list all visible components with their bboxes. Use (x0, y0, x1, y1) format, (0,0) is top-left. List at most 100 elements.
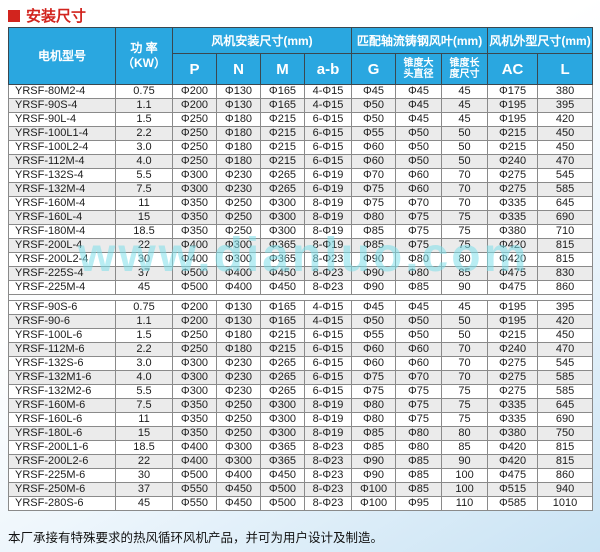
value-cell: 8-Φ19 (303, 210, 353, 225)
value-cell: 3.0 (115, 140, 173, 155)
value-cell: 420 (537, 112, 594, 127)
value-cell: 0.75 (115, 84, 173, 99)
motor-model-cell: YRSF-225S-4 (8, 266, 116, 281)
table-row: YRSF-225M-6 30 Φ500 Φ400 Φ450 8-Φ23 Φ90 Φ85 100 Φ… (8, 468, 594, 483)
value-cell: Φ200 (172, 84, 217, 99)
table-row: YRSF-90L-4 1.5 Φ250 Φ180 Φ215 6-Φ15 Φ50 Φ45 45 Φ1… (8, 112, 594, 127)
value-cell: 6-Φ15 (303, 356, 353, 371)
value-cell: 4-Φ15 (303, 314, 353, 329)
value-cell: 45 (441, 98, 489, 113)
value-cell: Φ50 (395, 126, 443, 141)
value-cell: Φ250 (216, 196, 261, 211)
value-cell: Φ175 (487, 84, 539, 99)
value-cell: 22 (115, 454, 173, 469)
value-cell: Φ500 (260, 482, 305, 497)
value-cell: Φ300 (216, 238, 261, 253)
table-row: YRSF-225S-4 37 Φ500 Φ400 Φ450 8-Φ23 Φ90 Φ80 85 Φ4… (8, 266, 594, 281)
value-cell: Φ250 (172, 140, 217, 155)
value-cell: Φ300 (216, 440, 261, 455)
value-cell: Φ265 (260, 168, 305, 183)
value-cell: Φ80 (395, 266, 443, 281)
value-cell: Φ80 (351, 412, 397, 427)
value-cell: Φ130 (216, 98, 261, 113)
value-cell: 45 (115, 280, 173, 295)
value-cell: 395 (537, 98, 594, 113)
motor-model-cell: YRSF-180L-6 (8, 426, 116, 441)
value-cell: 2.2 (115, 342, 173, 357)
col-header-power-kw: 功 率 （KW） (115, 27, 173, 85)
value-cell: 8-Φ23 (303, 280, 353, 295)
value-cell: Φ180 (216, 140, 261, 155)
motor-model-cell: YRSF-112M-4 (8, 154, 116, 169)
value-cell: 100 (441, 482, 489, 497)
value-cell: 5.5 (115, 168, 173, 183)
value-cell: 70 (441, 168, 489, 183)
value-cell: 815 (537, 440, 594, 455)
col-header-taper-big-end-dia: 锥度大 头直径 (395, 53, 443, 85)
value-cell: Φ45 (395, 112, 443, 127)
value-cell: Φ400 (172, 440, 217, 455)
value-cell: 6-Φ15 (303, 384, 353, 399)
value-cell: 45 (441, 84, 489, 99)
value-cell: 8-Φ23 (303, 252, 353, 267)
value-cell: 70 (441, 342, 489, 357)
value-cell: 2.2 (115, 126, 173, 141)
value-cell: Φ420 (487, 454, 539, 469)
value-cell: Φ275 (487, 182, 539, 197)
value-cell: Φ350 (172, 426, 217, 441)
value-cell: 6-Φ15 (303, 140, 353, 155)
value-cell: 90 (441, 280, 489, 295)
value-cell: Φ75 (395, 412, 443, 427)
value-cell: Φ90 (351, 280, 397, 295)
value-cell: 8-Φ19 (303, 398, 353, 413)
motor-model-cell: YRSF-132M1-6 (8, 370, 116, 385)
value-cell: 8-Φ23 (303, 496, 353, 511)
value-cell: Φ195 (487, 112, 539, 127)
value-cell: Φ300 (216, 252, 261, 267)
value-cell: Φ80 (395, 426, 443, 441)
value-cell: 70 (441, 196, 489, 211)
value-cell: Φ250 (216, 398, 261, 413)
value-cell: Φ45 (395, 98, 443, 113)
motor-model-cell: YRSF-160L-6 (8, 412, 116, 427)
value-cell: Φ230 (216, 182, 261, 197)
value-cell: Φ200 (172, 98, 217, 113)
value-cell: 860 (537, 280, 594, 295)
value-cell: Φ380 (487, 426, 539, 441)
motor-model-cell: YRSF-200L1-6 (8, 440, 116, 455)
col-header-l: L (537, 53, 594, 85)
value-cell: Φ55 (351, 328, 397, 343)
value-cell: 1.5 (115, 112, 173, 127)
table-row: YRSF-112M-6 2.2 Φ250 Φ180 Φ215 6-Φ15 Φ60 Φ60 70 Φ… (8, 342, 594, 357)
value-cell: Φ550 (172, 496, 217, 511)
value-cell: Φ585 (487, 496, 539, 511)
value-cell: 6-Φ15 (303, 154, 353, 169)
value-cell: Φ50 (351, 98, 397, 113)
motor-model-cell: YRSF-180M-4 (8, 224, 116, 239)
value-cell: 4-Φ15 (303, 98, 353, 113)
value-cell: Φ400 (216, 266, 261, 281)
motor-model-cell: YRSF-132S-6 (8, 356, 116, 371)
value-cell: Φ50 (351, 112, 397, 127)
value-cell: Φ60 (395, 182, 443, 197)
value-cell: Φ165 (260, 314, 305, 329)
value-cell: 690 (537, 412, 594, 427)
value-cell: 8-Φ19 (303, 426, 353, 441)
value-cell: Φ70 (395, 370, 443, 385)
table-row: YRSF-132S-6 3.0 Φ300 Φ230 Φ265 6-Φ15 Φ60 Φ60 70 Φ… (8, 356, 594, 371)
value-cell: 420 (537, 314, 594, 329)
value-cell: Φ75 (351, 182, 397, 197)
value-cell: Φ200 (172, 314, 217, 329)
value-cell: Φ165 (260, 84, 305, 99)
value-cell: Φ215 (487, 328, 539, 343)
value-cell: Φ400 (172, 252, 217, 267)
value-cell: 940 (537, 482, 594, 497)
section-title-bar: 安装尺寸 (8, 5, 86, 26)
value-cell: 860 (537, 468, 594, 483)
col-header-p: P (172, 53, 217, 85)
motor-model-cell: YRSF-200L-4 (8, 238, 116, 253)
value-cell: Φ50 (395, 328, 443, 343)
value-cell: Φ420 (487, 238, 539, 253)
value-cell: Φ75 (351, 370, 397, 385)
motor-model-cell: YRSF-160M-6 (8, 398, 116, 413)
